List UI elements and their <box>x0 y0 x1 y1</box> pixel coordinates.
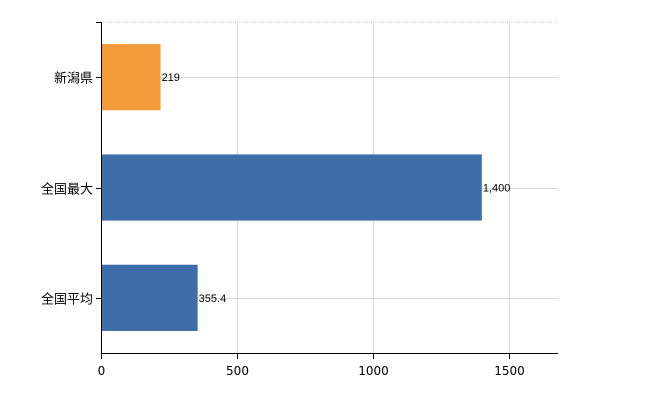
x-tick-label: 500 <box>226 364 249 378</box>
data-label: 1,400 <box>483 183 511 195</box>
category-label: 全国平均 <box>41 292 93 308</box>
x-tick-label: 1500 <box>494 364 525 378</box>
x-tick-label: 1000 <box>358 364 389 378</box>
bar <box>101 154 482 221</box>
bar <box>101 44 161 111</box>
x-tick-label: 0 <box>98 364 106 378</box>
category-label: 新潟県 <box>54 71 93 87</box>
data-label: 355.4 <box>199 293 227 305</box>
data-label: 219 <box>162 72 180 84</box>
axes <box>96 22 558 359</box>
category-label: 全国最大 <box>41 182 93 198</box>
bar <box>101 264 198 331</box>
bars <box>101 44 482 331</box>
